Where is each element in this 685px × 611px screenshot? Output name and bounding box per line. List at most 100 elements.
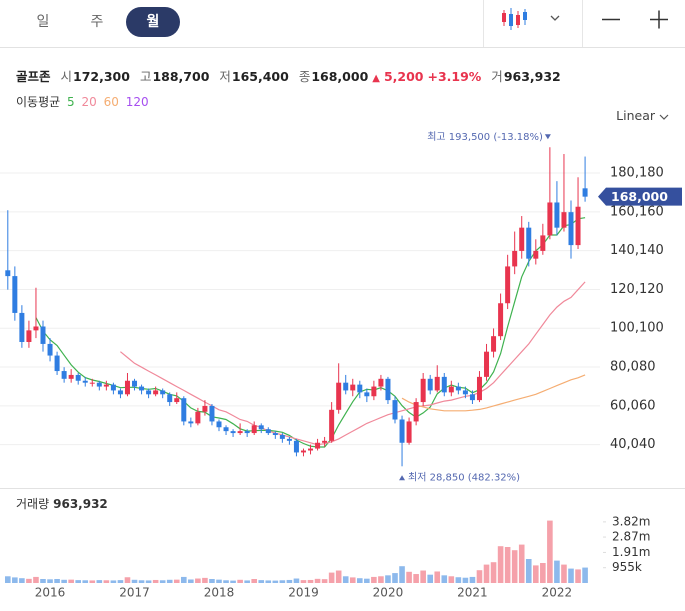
candle-body [174,398,180,403]
candle-body [12,276,18,313]
stock-name: 골프존 [16,69,51,84]
icon [502,13,506,22]
y-tick-label: 3.82m [612,514,650,528]
legend-entry: 60 [103,95,119,109]
y-tick-label: 60,060 [610,398,656,413]
volume-bar [554,560,560,583]
y-tick-label: 180,180 [610,166,664,181]
candle-body [434,376,440,391]
volume-bar [181,576,187,583]
volume-bar [385,575,391,583]
volume-bar [335,570,342,583]
candle-body [547,202,553,236]
volume-bar [307,579,314,583]
candle-body [103,384,109,387]
x-tick-label: 2021 [457,586,488,600]
volume-bar [582,567,588,583]
candle-body [462,390,468,395]
volume-bar [349,577,356,583]
zoom-in-button[interactable] [650,10,668,29]
candle-body [286,438,292,441]
ma-line [401,374,586,412]
tab[interactable]: 일 [36,14,50,30]
volume-bar [575,569,581,583]
y-tick-label: 140,140 [610,243,664,258]
chevron [659,114,669,120]
field-label: 종 [298,69,311,84]
x-tick-label: 2020 [373,586,404,600]
candle-body [469,394,475,401]
x-tick-label: 2016 [35,586,66,600]
volume-bar [357,578,363,583]
volume-bar [483,564,490,583]
volume-bar [188,579,194,583]
change-pct: +3.19% [427,69,482,84]
candle-body [322,440,328,443]
volume-bar [476,570,483,583]
volume-bar [209,579,215,583]
candle-body [279,435,285,439]
volume-bar [448,576,455,583]
tab[interactable]: 주 [90,14,104,30]
volume-bar [497,546,504,583]
volume-bar [293,578,300,583]
chart-type-button[interactable] [502,8,560,30]
scale-menu[interactable]: Linear [616,108,669,123]
volume-bar [547,520,553,583]
candle-body [33,326,39,331]
volume-bar [279,580,286,583]
ma-legend: 이동평균 5 20 60 120 [16,93,149,110]
volume-bar [96,580,103,583]
x-tick-label: 2018 [204,586,235,600]
volume-subtitle: 963,932 [53,497,108,511]
candle-body [237,431,243,434]
volume-bar [399,566,405,583]
volume-bar [230,580,236,583]
candle-body [441,376,447,393]
candle-body [230,431,236,434]
candle-body [343,382,349,391]
volume-bar [568,568,574,583]
y-tick-label: 955k [612,560,642,574]
candle-body [132,380,138,387]
volume-bar [103,580,110,583]
candle-body [82,380,88,383]
candle-body [265,429,271,434]
volume-bar [434,571,441,583]
candle-body [160,390,166,395]
price-tag-label: 168,000 [611,189,668,204]
field-label: 저 [219,69,231,84]
candle-body [75,374,81,381]
volume-bar [540,563,546,583]
volume-bar [406,571,412,583]
volume-bar [427,574,433,583]
candle-body [448,386,454,393]
candle-body [392,400,398,420]
candle-body [153,390,159,395]
volume-bar [12,577,18,583]
price-tag [598,187,682,206]
volume-bar [68,579,74,583]
candle-body [533,250,539,259]
volume-bar [504,547,511,583]
candle-body [96,382,102,387]
volume-bar [244,580,250,583]
tab[interactable]: 월 [126,7,180,37]
candle-body [357,384,363,393]
candle-body [385,378,391,401]
candle-body [5,270,11,277]
candle-body [582,188,588,197]
volume-bar [152,579,159,583]
high-annotation: 최고 193,500 (-13.18%) [427,131,543,143]
volume-bar [469,576,476,583]
volume-bar [314,578,321,583]
volume-bar [300,580,307,583]
candle-body [371,386,377,397]
volume-bar [19,578,25,583]
volume-bar [378,576,384,583]
volume-bar [223,580,229,583]
y-tick-label: 80,080 [610,360,656,375]
volume-bar [145,580,152,583]
